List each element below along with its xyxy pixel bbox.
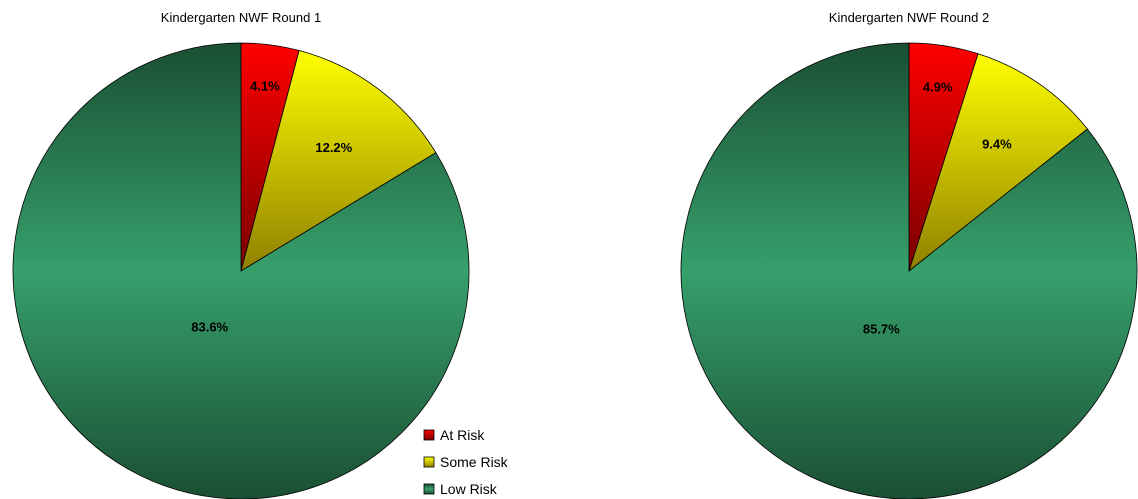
slice-label-low-risk: 83.6% <box>191 320 228 335</box>
legend-item-at-risk: At Risk <box>423 427 485 443</box>
chart-title-round-2: Kindergarten NWF Round 2 <box>829 10 989 25</box>
legend-swatch-low-risk <box>423 483 435 495</box>
pie-slice-some-risk <box>240 50 437 272</box>
pie-slice-low-risk <box>680 42 1138 499</box>
pie-slice-low-risk <box>12 42 470 499</box>
slice-label-at-risk: 4.9% <box>923 79 953 94</box>
pie-chart-round-2: Kindergarten NWF Round 2 4.9% 9.4% 85.7% <box>680 10 1138 499</box>
pie-chart-round-1: Kindergarten NWF Round 1 4.1% 12.2% 83.6% <box>12 10 470 499</box>
slice-label-some-risk: 9.4% <box>982 136 1012 151</box>
legend-label-some-risk: Some Risk <box>440 454 509 470</box>
legend-swatch-at-risk <box>423 429 435 441</box>
chart-title-round-1: Kindergarten NWF Round 1 <box>161 10 321 25</box>
slice-label-some-risk: 12.2% <box>315 140 352 155</box>
legend-item-low-risk: Low Risk <box>423 481 498 497</box>
legend: At Risk Some Risk Low Risk <box>423 427 509 497</box>
slice-label-low-risk: 85.7% <box>863 322 900 337</box>
legend-label-low-risk: Low Risk <box>440 481 498 497</box>
pie-slice-some-risk <box>908 53 1088 273</box>
slice-label-at-risk: 4.1% <box>250 79 280 94</box>
legend-label-at-risk: At Risk <box>440 427 485 443</box>
legend-swatch-some-risk <box>423 456 435 468</box>
legend-item-some-risk: Some Risk <box>423 454 509 470</box>
